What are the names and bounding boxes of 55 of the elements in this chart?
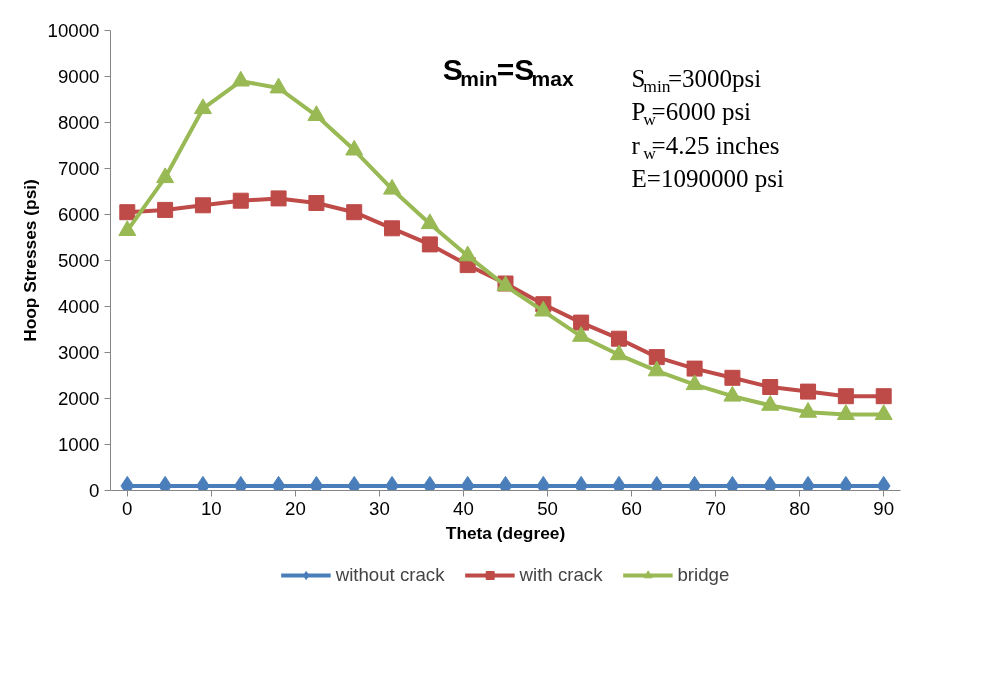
y-axis-title: Hoop Stresses (psi) bbox=[19, 179, 40, 342]
point bbox=[648, 349, 665, 366]
point bbox=[194, 197, 211, 214]
y-tick-label: 3000 bbox=[58, 342, 100, 363]
y-tick-label: 9000 bbox=[58, 66, 100, 87]
y-tick-label: 8000 bbox=[58, 112, 100, 133]
point bbox=[118, 220, 137, 237]
x-axis-title: Theta (degree) bbox=[445, 522, 566, 543]
point bbox=[232, 192, 249, 209]
point bbox=[874, 404, 893, 421]
point bbox=[573, 314, 590, 331]
x-tick-label: 80 bbox=[789, 497, 811, 519]
point bbox=[647, 360, 666, 377]
point bbox=[836, 404, 855, 421]
point bbox=[761, 395, 780, 411]
x-tick-label: 50 bbox=[537, 497, 558, 519]
point bbox=[723, 385, 742, 402]
point bbox=[534, 300, 553, 317]
x-tick-label: 10 bbox=[200, 497, 222, 519]
y-tick-label: 7000 bbox=[58, 158, 100, 179]
x-tick-label: 70 bbox=[705, 497, 726, 519]
point bbox=[610, 330, 627, 347]
point bbox=[762, 379, 779, 395]
x-tick-label: 40 bbox=[453, 497, 474, 519]
point bbox=[800, 383, 817, 400]
point bbox=[119, 204, 136, 221]
point bbox=[346, 204, 363, 221]
y-tick-label: 0 bbox=[89, 480, 100, 501]
point bbox=[420, 213, 439, 230]
point bbox=[270, 190, 287, 207]
point bbox=[685, 374, 704, 391]
point bbox=[609, 344, 628, 361]
legend-label: without crack bbox=[335, 564, 445, 586]
point bbox=[458, 245, 477, 262]
point bbox=[686, 360, 703, 377]
y-tick-label: 4000 bbox=[58, 296, 100, 317]
point bbox=[724, 369, 741, 386]
legend-label: with crack bbox=[519, 564, 603, 586]
point bbox=[384, 220, 401, 237]
x-tick-label: 0 bbox=[122, 497, 133, 519]
x-tick-label: 60 bbox=[621, 497, 642, 519]
y-tick-label: 1000 bbox=[58, 434, 100, 455]
legend-label: bridge bbox=[677, 564, 730, 586]
x-tick-label: 20 bbox=[285, 497, 306, 519]
x-tick-label: 30 bbox=[369, 497, 390, 519]
point bbox=[308, 195, 325, 211]
point bbox=[421, 236, 438, 253]
point bbox=[799, 401, 818, 418]
y-tick-label: 6000 bbox=[58, 204, 100, 225]
y-tick-label: 10000 bbox=[47, 20, 100, 41]
x-tick-label: 90 bbox=[873, 497, 895, 519]
y-tick-label: 2000 bbox=[58, 388, 100, 409]
point bbox=[157, 201, 174, 218]
annotation: E=1090000 psi bbox=[631, 164, 784, 192]
y-tick-label: 5000 bbox=[58, 250, 100, 271]
